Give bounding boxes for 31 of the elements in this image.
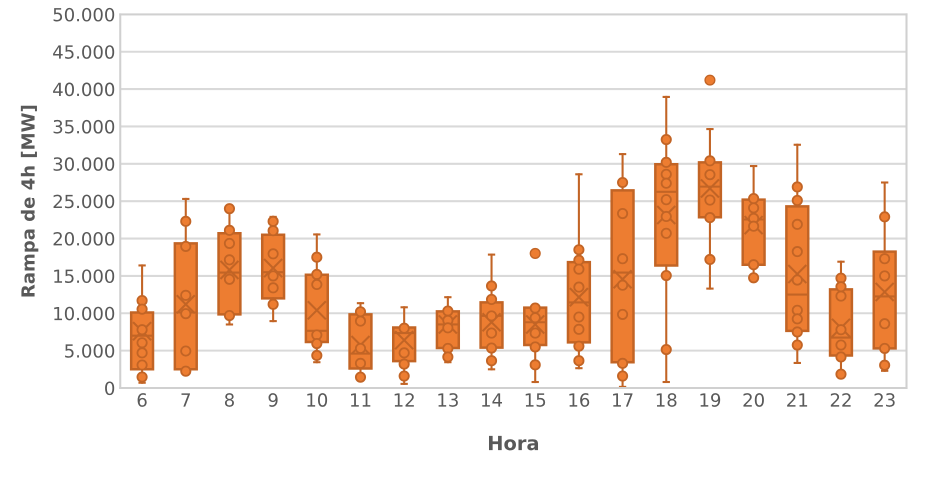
y-tick-label: 10.000 <box>54 306 114 320</box>
y-tick-label: 0 <box>105 381 114 396</box>
x-tick-label: 6 <box>138 393 147 407</box>
y-axis-title: Rampa de 4h [MW] <box>20 106 38 296</box>
x-tick-label: 7 <box>182 393 190 407</box>
y-tick-label: 5.000 <box>65 344 114 358</box>
x-tick-label: 13 <box>438 393 458 407</box>
x-tick-label: 20 <box>743 393 764 407</box>
x-tick-label: 15 <box>526 393 546 407</box>
y-tick-label: 25.000 <box>54 194 114 208</box>
x-axis-title: Hora <box>488 436 538 450</box>
x-tick-label: 10 <box>307 393 328 407</box>
x-tick-label: 8 <box>224 393 234 407</box>
x-tick-label: 17 <box>613 393 633 407</box>
x-tick-label: 23 <box>874 393 895 407</box>
x-tick-label: 18 <box>656 393 677 407</box>
y-tick-label: 20.000 <box>54 232 114 246</box>
y-tick-label: 15.000 <box>54 269 114 284</box>
x-tick-label: 12 <box>394 393 414 407</box>
y-tick-label: 50.000 <box>54 8 114 22</box>
x-tick-label: 19 <box>700 393 720 407</box>
x-tick-label: 11 <box>350 393 370 407</box>
x-tick-label: 9 <box>268 393 278 407</box>
x-tick-label: 22 <box>830 393 851 407</box>
y-tick-label: 40.000 <box>53 82 114 96</box>
y-tick-label: 35.000 <box>54 120 114 134</box>
x-tick-label: 16 <box>569 393 590 407</box>
x-tick-label: 14 <box>482 393 502 407</box>
y-tick-label: 45.000 <box>53 45 114 59</box>
x-tick-label: 21 <box>787 393 808 407</box>
y-tick-label: 30.000 <box>54 157 114 171</box>
